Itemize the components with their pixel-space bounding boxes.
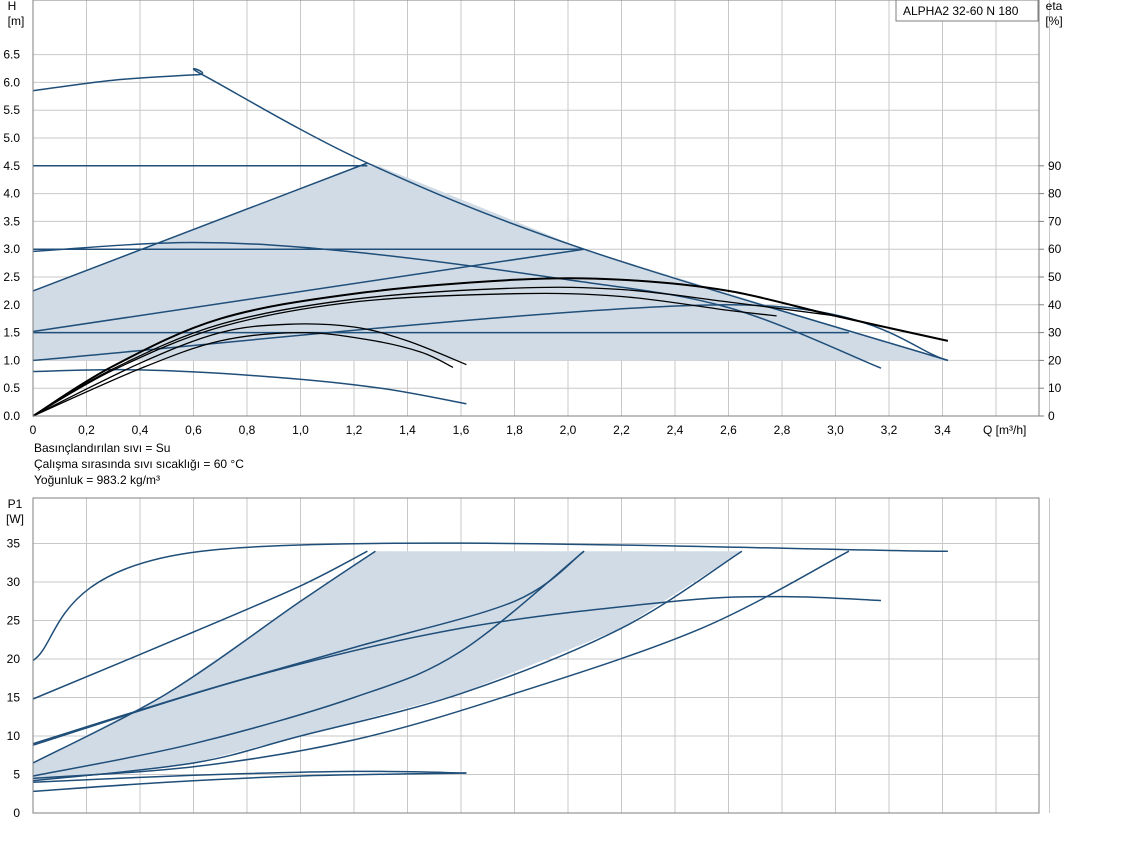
power-curve	[32, 550, 585, 777]
head-x-tick-label: 2,0	[560, 423, 577, 437]
power-y-tick-label: 25	[7, 614, 21, 628]
head-y-tick-label: 3.5	[3, 214, 20, 228]
power-curve	[32, 550, 743, 782]
power-curve	[32, 550, 376, 764]
fluid-note: Basınçlandırılan sıvı = Su	[34, 441, 171, 455]
head-y-tick-label: 6.5	[3, 48, 20, 62]
power-curve	[32, 550, 850, 780]
head-curve	[32, 304, 949, 362]
head-x-tick-label: 0,4	[132, 423, 149, 437]
head-x-tick-label: 2,2	[613, 423, 630, 437]
efficiency-curve	[32, 323, 467, 417]
head-x-tick-label: 3,2	[881, 423, 898, 437]
power-y-tick-label: 15	[7, 691, 21, 705]
eta-tick-label: 80	[1048, 187, 1062, 201]
eta-tick-labels: 0 10 20 30 40 50 60 70 80 90	[1039, 159, 1062, 423]
eta-tick-label: 0	[1048, 409, 1055, 423]
power-y-tick-label: 10	[7, 729, 21, 743]
head-chart: 0 0,2 0,4 0,6 0,8 1,0 1,2 1,4 1,6 1,8 2,0 2,2 2,4 2,6…	[3, 0, 1063, 437]
head-y-axis-unit: [m]	[8, 14, 25, 28]
head-y-tick-label: 0.5	[3, 381, 20, 395]
head-x-tick-label: 3,4	[934, 423, 951, 437]
head-curve	[32, 162, 368, 292]
head-y-tick-label: 6.0	[3, 75, 20, 89]
density-note: Yoğunluk = 983.2 kg/m³	[34, 473, 160, 487]
temperature-note: Çalışma sırasında sıvı sıcaklığı = 60 °C	[34, 457, 244, 471]
head-x-tick-label: 1,8	[506, 423, 523, 437]
efficiency-curve	[32, 286, 836, 417]
head-curve	[32, 68, 949, 362]
head-y-tick-label: 0.0	[3, 409, 20, 423]
head-y-tick-label: 4.5	[3, 159, 20, 173]
head-x-tick-label: 2,6	[720, 423, 737, 437]
head-x-tick-label: 2,4	[667, 423, 684, 437]
power-y-tick-labels: 0 5 10 15 20 25 30 35	[7, 537, 21, 821]
eta-tick-label: 30	[1048, 326, 1062, 340]
head-x-tick-label: 1,2	[346, 423, 363, 437]
power-curve	[32, 770, 467, 783]
power-curve	[32, 595, 882, 746]
power-chart: 0 5 10 15 20 25 30 35 P1 [W]	[6, 497, 1050, 820]
power-curve	[32, 772, 467, 793]
power-plot-frame	[32, 497, 1040, 814]
eta-tick-label: 90	[1048, 159, 1062, 173]
eta-axis-title: eta	[1046, 0, 1063, 13]
head-x-tick-label: 1,4	[399, 423, 416, 437]
eta-tick-label: 10	[1048, 381, 1062, 395]
power-y-tick-label: 0	[13, 806, 20, 820]
head-y-tick-label: 1.5	[3, 326, 20, 340]
head-x-tick-label: 0,6	[185, 423, 202, 437]
eta-tick-label: 60	[1048, 242, 1062, 256]
power-y-axis-unit: [W]	[6, 512, 24, 526]
head-x-tick-label: 1,0	[292, 423, 309, 437]
head-x-tick-label: 3,0	[827, 423, 844, 437]
efficiency-curve	[32, 331, 454, 417]
eta-tick-label: 70	[1048, 214, 1062, 228]
head-x-tick-labels: 0 0,2 0,4 0,6 0,8 1,0 1,2 1,4 1,6 1,8 2,0 2,2 2,4 2,6…	[30, 423, 952, 437]
head-operating-range-fill	[33, 163, 948, 361]
power-operating-range-area	[33, 551, 742, 781]
eta-tick-label: 50	[1048, 270, 1062, 284]
eta-tick-label: 20	[1048, 353, 1062, 367]
head-curve	[32, 248, 585, 333]
head-x-tick-label: 0,2	[78, 423, 95, 437]
head-plot-frame	[32, 0, 1040, 417]
power-y-axis-title: P1	[8, 497, 23, 511]
power-y-tick-label: 30	[7, 575, 21, 589]
head-y-tick-label: 4.0	[3, 187, 20, 201]
head-x-tick-label: 0,8	[239, 423, 256, 437]
head-y-tick-label: 3.0	[3, 242, 20, 256]
model-label: ALPHA2 32-60 N 180	[903, 4, 1019, 18]
efficiency-curve	[32, 277, 949, 417]
head-y-tick-label: 5.5	[3, 103, 20, 117]
head-operating-range-area	[33, 163, 948, 361]
power-y-tick-label: 5	[13, 768, 20, 782]
power-curve	[32, 550, 368, 700]
eta-axis-unit: [%]	[1045, 14, 1062, 28]
power-y-tick-label: 35	[7, 537, 21, 551]
head-x-axis-title: Q [m³/h]	[983, 423, 1026, 437]
head-y-axis-title: H	[8, 0, 17, 13]
eta-tick-label: 40	[1048, 298, 1062, 312]
head-y-tick-labels: 0.0 0.5 1.0 1.5 2.0 2.5 3.0 3.5 4.0 4.5 5.0 5.5 6.0 6…	[3, 48, 20, 423]
head-y-tick-label: 5.0	[3, 131, 20, 145]
head-x-tick-label: 2,8	[774, 423, 791, 437]
head-x-tick-label: 0	[30, 423, 37, 437]
head-x-tick-label: 1,6	[453, 423, 470, 437]
model-label-box	[895, 0, 1039, 22]
head-curves	[32, 68, 949, 417]
power-operating-range-fill	[33, 551, 742, 781]
power-y-tick-label: 20	[7, 652, 21, 666]
head-curve	[32, 368, 467, 405]
head-y-tick-label: 2.5	[3, 270, 20, 284]
power-curves	[32, 542, 948, 793]
head-y-tick-label: 1.0	[3, 353, 20, 367]
efficiency-curve	[32, 292, 777, 417]
head-y-tick-label: 2.0	[3, 298, 20, 312]
power-curve	[32, 542, 948, 662]
